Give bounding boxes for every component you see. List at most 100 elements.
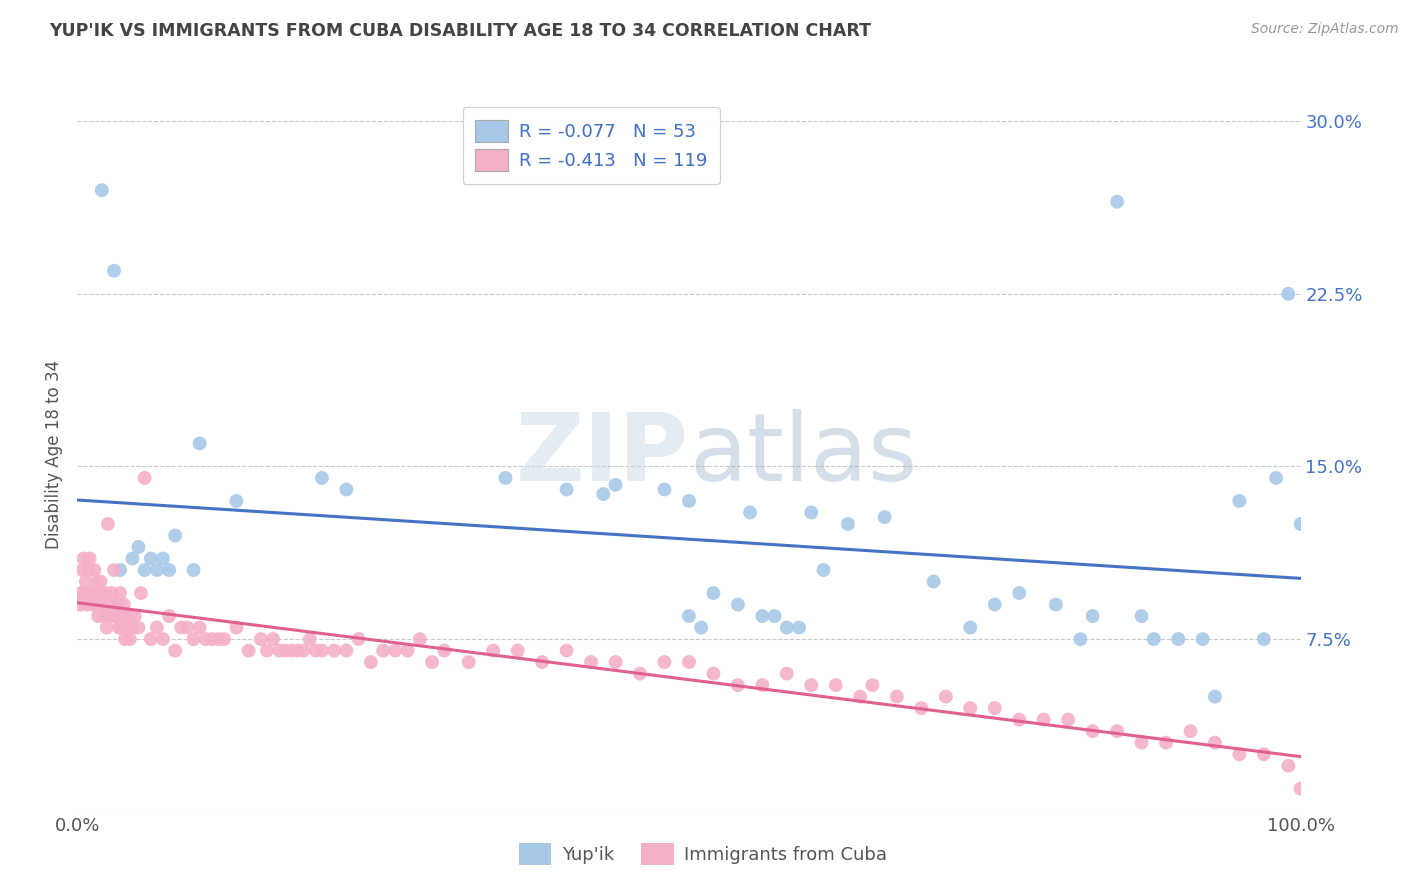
Point [800, 506, 823, 520]
Point [83, 563, 105, 577]
Point [433, 643, 456, 657]
Point [127, 540, 149, 554]
Legend: R = -0.077   N = 53, R = -0.413   N = 119: R = -0.077 N = 53, R = -0.413 N = 119 [463, 107, 720, 184]
Point [75, 574, 97, 589]
Point [80, 586, 103, 600]
Point [146, 563, 169, 577]
Point [96, 621, 118, 635]
Point [269, 643, 291, 657]
Point [170, 621, 193, 635]
Point [1289, 781, 1312, 796]
Point [114, 632, 136, 646]
Text: Source: ZipAtlas.com: Source: ZipAtlas.com [1251, 22, 1399, 37]
Point [1130, 736, 1153, 750]
Point [420, 655, 443, 669]
Point [482, 643, 505, 657]
Point [103, 563, 125, 577]
Point [1191, 632, 1213, 646]
Point [959, 621, 981, 635]
Point [751, 609, 773, 624]
Point [1081, 724, 1104, 739]
Point [104, 598, 127, 612]
Point [1130, 609, 1153, 624]
Point [605, 655, 627, 669]
Point [86, 574, 108, 589]
Point [292, 643, 315, 657]
Point [176, 621, 198, 635]
Point [787, 621, 810, 635]
Point [1277, 758, 1299, 772]
Point [93, 609, 115, 624]
Point [1081, 609, 1104, 624]
Point [121, 551, 143, 566]
Point [654, 655, 676, 669]
Point [1180, 724, 1202, 739]
Point [922, 574, 945, 589]
Point [873, 510, 896, 524]
Point [506, 643, 529, 657]
Point [183, 632, 205, 646]
Point [77, 563, 100, 577]
Point [250, 632, 273, 646]
Point [91, 598, 114, 612]
Point [98, 609, 121, 624]
Point [79, 551, 101, 566]
Point [72, 551, 94, 566]
Point [654, 483, 676, 497]
Point [984, 701, 1007, 715]
Point [849, 690, 872, 704]
Point [97, 516, 120, 531]
Point [1229, 747, 1251, 761]
Text: ZIP: ZIP [516, 409, 689, 501]
Point [201, 632, 224, 646]
Point [727, 598, 749, 612]
Point [837, 516, 859, 531]
Point [194, 632, 217, 646]
Point [800, 678, 823, 692]
Point [457, 655, 479, 669]
Point [555, 643, 578, 657]
Point [274, 643, 297, 657]
Point [1289, 516, 1312, 531]
Point [984, 598, 1007, 612]
Point [70, 586, 93, 600]
Point [531, 655, 554, 669]
Point [157, 609, 180, 624]
Point [727, 678, 749, 692]
Point [1057, 713, 1080, 727]
Point [157, 563, 180, 577]
Point [80, 598, 103, 612]
Point [139, 632, 162, 646]
Point [1107, 724, 1129, 739]
Point [555, 483, 578, 497]
Point [115, 609, 138, 624]
Point [212, 632, 235, 646]
Point [111, 609, 134, 624]
Point [592, 487, 614, 501]
Point [323, 643, 346, 657]
Point [776, 666, 799, 681]
Point [298, 632, 321, 646]
Point [824, 678, 846, 692]
Point [813, 563, 835, 577]
Y-axis label: Disability Age 18 to 34: Disability Age 18 to 34 [45, 360, 63, 549]
Point [188, 436, 211, 450]
Point [495, 471, 517, 485]
Point [90, 183, 112, 197]
Point [305, 643, 328, 657]
Point [1069, 632, 1091, 646]
Point [1204, 690, 1226, 704]
Point [238, 643, 260, 657]
Point [678, 655, 700, 669]
Point [98, 598, 121, 612]
Point [112, 598, 135, 612]
Point [396, 643, 419, 657]
Point [690, 621, 713, 635]
Point [311, 471, 333, 485]
Point [1253, 632, 1275, 646]
Point [101, 609, 124, 624]
Point [1107, 194, 1129, 209]
Point [763, 609, 786, 624]
Point [751, 678, 773, 692]
Point [579, 655, 602, 669]
